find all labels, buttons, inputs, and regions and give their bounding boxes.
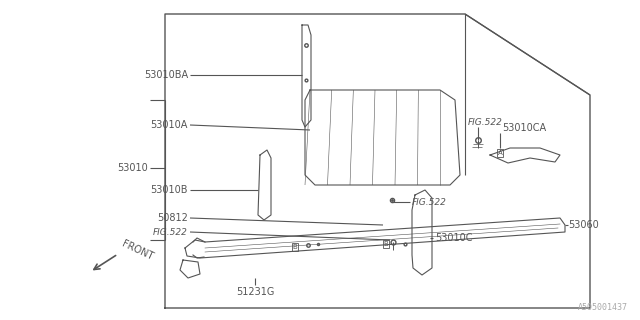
Text: 53010B: 53010B	[150, 185, 188, 195]
Text: B: B	[383, 241, 388, 247]
Text: 53010CA: 53010CA	[502, 123, 546, 133]
Text: 53060: 53060	[568, 220, 599, 230]
Text: 51231G: 51231G	[236, 287, 274, 297]
Text: 53010BA: 53010BA	[144, 70, 188, 80]
Text: A: A	[498, 150, 502, 156]
Text: B: B	[292, 244, 298, 250]
Text: 53010C: 53010C	[435, 233, 472, 243]
Text: 50812: 50812	[157, 213, 188, 223]
Text: FRONT: FRONT	[120, 238, 154, 261]
Text: 53010A: 53010A	[150, 120, 188, 130]
Text: FIG.522: FIG.522	[153, 228, 188, 236]
Text: A505001437: A505001437	[578, 303, 628, 312]
Text: 53010: 53010	[117, 163, 148, 173]
Text: FIG.522: FIG.522	[412, 197, 447, 206]
Text: FIG.522: FIG.522	[468, 117, 503, 126]
